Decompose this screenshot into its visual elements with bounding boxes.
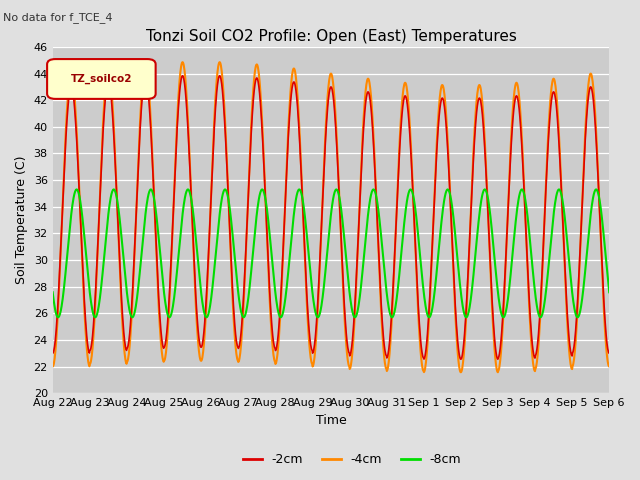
Legend: -2cm, -4cm, -8cm: -2cm, -4cm, -8cm (238, 448, 466, 471)
Text: TZ_soilco2: TZ_soilco2 (71, 73, 132, 84)
FancyBboxPatch shape (47, 59, 156, 99)
Y-axis label: Soil Temperature (C): Soil Temperature (C) (15, 156, 28, 284)
X-axis label: Time: Time (316, 414, 346, 427)
Title: Tonzi Soil CO2 Profile: Open (East) Temperatures: Tonzi Soil CO2 Profile: Open (East) Temp… (145, 29, 516, 44)
Text: No data for f_TCE_4: No data for f_TCE_4 (3, 12, 113, 23)
